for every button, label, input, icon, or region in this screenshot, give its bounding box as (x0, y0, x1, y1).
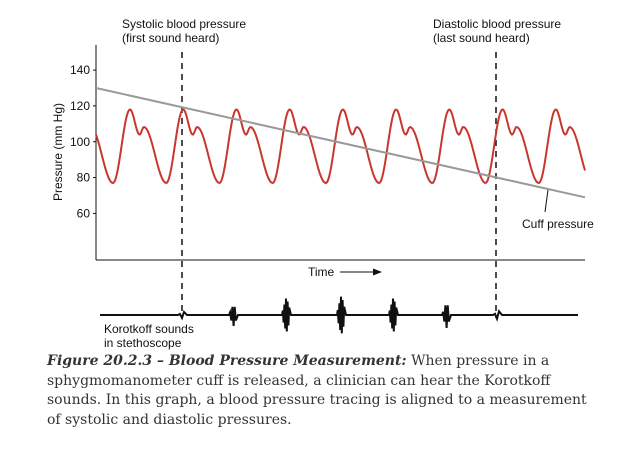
diastolic-label: (last sound heard) (433, 31, 530, 45)
korotkoff-label: Korotkoff sounds (104, 322, 194, 336)
cuff-line (95, 87, 586, 199)
caption-label: Figure 20.2.3 – Blood Pressure Measureme… (47, 353, 407, 369)
korotkoff-label: in stethoscope (104, 336, 182, 350)
y-tick-label: 60 (77, 206, 91, 220)
diastolic-label: Diastolic blood pressure (433, 17, 561, 31)
x-axis-label: Time (308, 265, 335, 279)
cuff-label: Cuff pressure (522, 217, 594, 231)
caption: Figure 20.2.3 – Blood Pressure Measureme… (47, 352, 602, 430)
y-tick-label: 120 (70, 99, 90, 113)
time-arrow-head (373, 268, 382, 276)
korotkoff-trace (100, 296, 578, 334)
pressure-wave (95, 108, 586, 185)
systolic-label: (first sound heard) (122, 31, 219, 45)
caption-text: When pressure in a sphygmomanometer cuff… (47, 353, 587, 428)
chart: Systolic blood pressure (first sound hea… (51, 17, 594, 350)
systolic-label: Systolic blood pressure (122, 17, 246, 31)
y-axis-label: Pressure (mm Hg) (51, 103, 65, 201)
y-tick-label: 80 (77, 171, 91, 185)
cuff-pointer (544, 189, 549, 213)
y-tick-label: 100 (70, 135, 90, 149)
y-tick-label: 140 (70, 63, 90, 77)
